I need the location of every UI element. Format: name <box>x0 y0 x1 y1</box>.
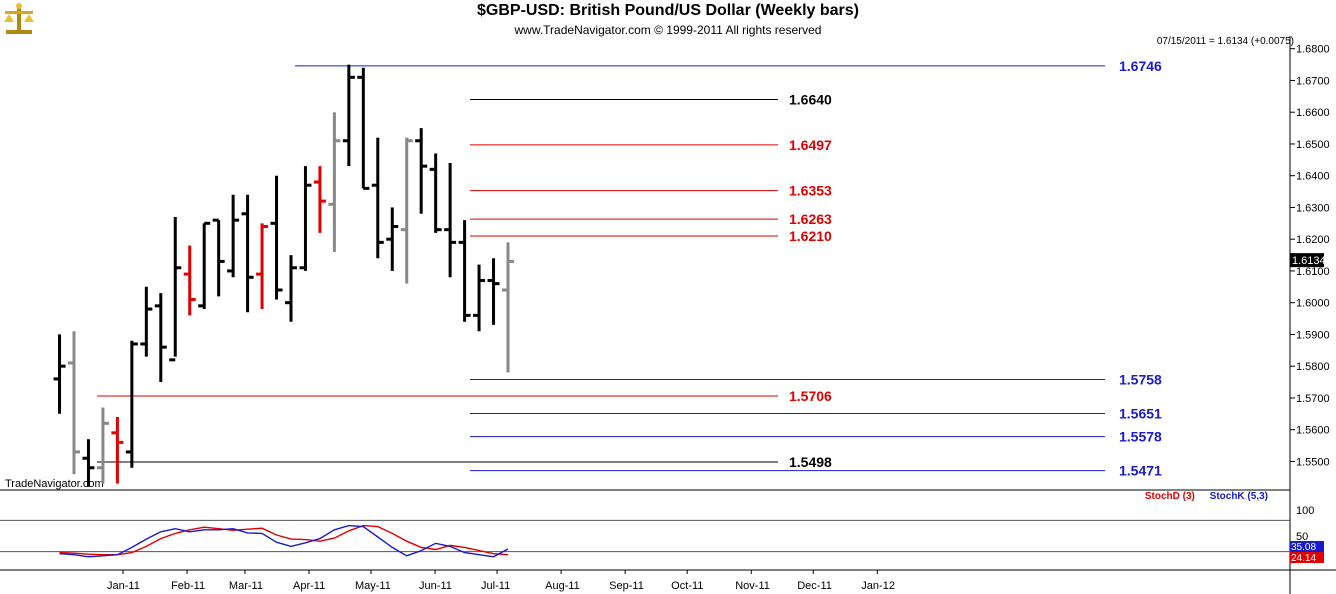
month-label: Mar-11 <box>229 580 263 592</box>
level-label: 1.6353 <box>789 183 832 199</box>
price-tick-label: 1.6000 <box>1296 298 1330 310</box>
price-tick-label: 1.6100 <box>1296 266 1330 278</box>
watermark-text: TradeNavigator.com <box>5 478 104 490</box>
tradenavigator-logo <box>4 3 34 34</box>
stochd-value: 24.14 <box>1291 553 1316 564</box>
stochd-line <box>59 524 509 556</box>
price-tick-label: 1.6700 <box>1296 75 1330 87</box>
chart-subtitle: www.TradeNavigator.com © 1999-2011 All r… <box>514 23 822 37</box>
price-axis: 1.6800 1.6700 1.6600 1.6500 1.6400 1.6300 1.62… <box>1290 44 1330 468</box>
stochk-value-box <box>1290 541 1324 552</box>
stoch-tick-label: 50 <box>1296 531 1308 543</box>
current-price-box <box>1290 253 1324 268</box>
month-label: Aug-11 <box>545 580 580 592</box>
price-tick-label: 1.6800 <box>1296 44 1330 56</box>
month-label: May-11 <box>355 580 391 592</box>
price-tick-label: 1.5600 <box>1296 425 1330 437</box>
month-label: Jul-11 <box>481 580 510 592</box>
legend-stochk: StochK (5,3) <box>1209 491 1268 502</box>
chart-title: $GBP-USD: British Pound/US Dollar (Weekl… <box>477 2 859 19</box>
level-label: 1.5706 <box>789 388 832 404</box>
level-label: 1.6746 <box>1119 58 1162 74</box>
price-tick-label: 1.5900 <box>1296 329 1330 341</box>
price-tick-label: 1.5500 <box>1296 456 1330 468</box>
level-label: 1.5651 <box>1119 405 1162 421</box>
stochastic-legend: StochD (3) StochK (5,3) <box>1145 491 1268 502</box>
month-label: Feb-11 <box>171 580 205 592</box>
price-tick-label: 1.6600 <box>1296 107 1330 119</box>
time-axis: Jan-11 Feb-11 Mar-11 Apr-11 May-11 Jun-11 Jul-… <box>107 570 895 592</box>
stochk-line <box>59 524 509 558</box>
month-label: Jan-11 <box>107 580 140 592</box>
level-label: 1.5578 <box>1119 429 1162 445</box>
level-label: 1.5758 <box>1119 372 1162 388</box>
current-price-label: 1.6134 <box>1292 255 1326 267</box>
stochd-value-box <box>1290 552 1324 563</box>
month-label: Dec-11 <box>797 580 832 592</box>
price-tick-label: 1.6400 <box>1296 171 1330 183</box>
month-label: Sep-11 <box>609 580 644 592</box>
level-label: 1.5471 <box>1119 463 1162 479</box>
price-tick-label: 1.6300 <box>1296 202 1330 214</box>
chart-frame <box>0 36 1336 594</box>
month-label: Jan-12 <box>861 580 895 592</box>
level-label: 1.5498 <box>789 454 832 470</box>
level-label: 1.6210 <box>789 228 832 244</box>
price-tick-label: 1.6500 <box>1296 139 1330 151</box>
month-label: Jun-11 <box>419 580 452 592</box>
level-label: 1.6640 <box>789 91 832 107</box>
month-label: Apr-11 <box>293 580 325 592</box>
month-label: Nov-11 <box>735 580 770 592</box>
ohlc-bars <box>53 64 514 487</box>
level-label: 1.6497 <box>789 137 832 153</box>
price-tick-label: 1.6200 <box>1296 234 1330 246</box>
last-price-info: 07/15/2011 = 1.6134 (+0.0075) <box>1156 36 1294 47</box>
stochk-value: 35.08 <box>1291 542 1316 553</box>
stoch-tick-label: 100 <box>1296 505 1314 517</box>
legend-stochd: StochD (3) <box>1144 491 1195 502</box>
price-tick-label: 1.5700 <box>1296 393 1330 405</box>
level-label: 1.6263 <box>789 211 832 227</box>
price-tick-label: 1.5800 <box>1296 361 1330 373</box>
month-label: Oct-11 <box>671 580 703 592</box>
